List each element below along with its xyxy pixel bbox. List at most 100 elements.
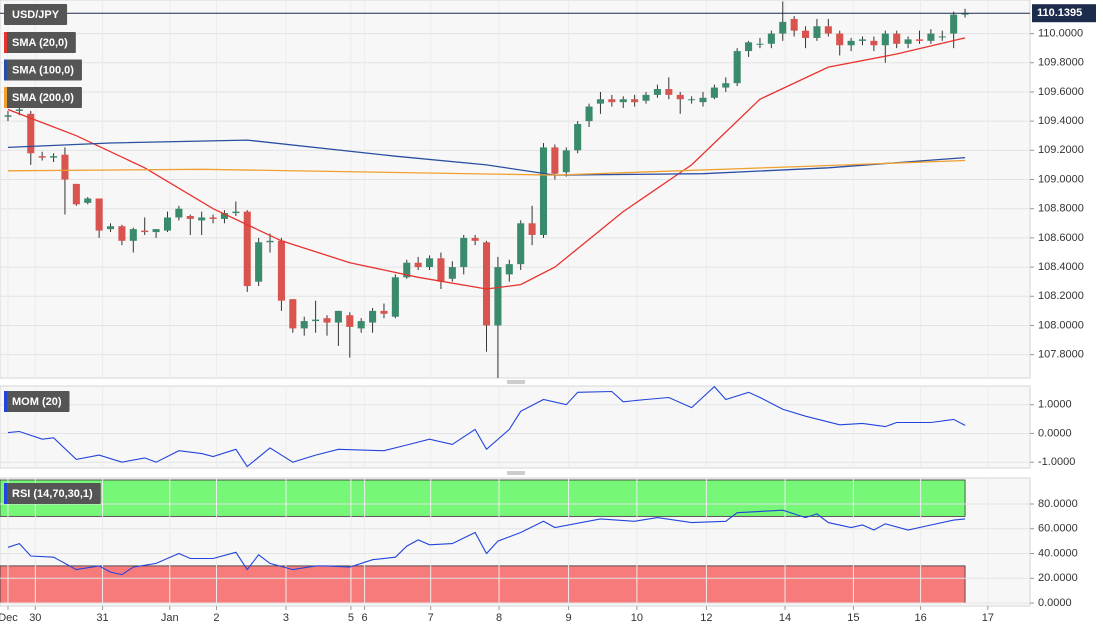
y-tick-label: 0.0000 xyxy=(1038,427,1072,439)
candle-body xyxy=(665,89,673,95)
candle-body xyxy=(357,321,365,329)
candle-body xyxy=(653,89,661,95)
candle-body xyxy=(858,39,867,41)
candle-body xyxy=(779,21,787,34)
candle-body xyxy=(881,33,889,46)
resize-handle[interactable] xyxy=(507,471,525,475)
candle-body xyxy=(938,36,946,38)
legend: RSI (14,70,30,1) xyxy=(4,483,101,504)
x-tick-label: 16 xyxy=(914,612,926,624)
candle-body xyxy=(346,315,354,327)
sma-line xyxy=(7,37,966,290)
legend: USD/JPY SMA (20,0) SMA (100,0) SMA (200,0) xyxy=(4,4,82,108)
legend-box xyxy=(4,59,82,81)
candle-body xyxy=(870,40,878,46)
sma-line xyxy=(7,159,966,176)
legend-label: USD/JPY xyxy=(12,9,60,21)
x-tick-label: 12 xyxy=(700,612,712,624)
candle-body xyxy=(27,113,35,154)
candle-body xyxy=(722,83,730,88)
candle-body xyxy=(585,106,593,122)
candle-body xyxy=(710,87,718,98)
legend-swatch xyxy=(4,59,7,81)
candle-body xyxy=(528,223,536,235)
candle-body xyxy=(61,154,69,180)
candle-body xyxy=(118,226,126,241)
oversold-band xyxy=(0,565,966,604)
candle-body xyxy=(745,42,753,52)
x-tick-label: Jan xyxy=(161,612,179,624)
legend-swatch xyxy=(4,87,7,108)
candle-body xyxy=(893,33,901,44)
last-price-box xyxy=(1032,4,1096,23)
candle-body xyxy=(209,217,217,219)
candle-body xyxy=(494,267,502,326)
candle-body xyxy=(482,242,491,326)
candle-body xyxy=(847,40,855,46)
candle-body xyxy=(767,33,775,44)
candle-body xyxy=(619,99,627,103)
plot-area xyxy=(0,478,1030,606)
candle-body xyxy=(50,156,58,158)
legend-label: SMA (100,0) xyxy=(12,64,74,76)
candle-body xyxy=(437,258,445,282)
sma-line xyxy=(7,139,966,176)
candle-body xyxy=(38,156,46,158)
indicator-line xyxy=(7,509,966,576)
candle-body xyxy=(300,321,308,329)
candle-body xyxy=(186,216,194,219)
candle-body xyxy=(813,26,821,38)
resize-handle[interactable] xyxy=(507,380,525,384)
candle-body xyxy=(15,109,23,111)
candle-body xyxy=(426,258,434,268)
y-tick-label: 109.0000 xyxy=(1038,173,1084,185)
y-tick-label: 108.8000 xyxy=(1038,203,1084,215)
plot-background xyxy=(0,0,1031,379)
candle-body xyxy=(505,264,513,275)
x-tick-label: 15 xyxy=(847,612,859,624)
plot-area xyxy=(0,386,1030,468)
candle-body xyxy=(277,240,285,301)
y-tick-label: 108.6000 xyxy=(1038,232,1084,244)
y-tick-label: 109.4000 xyxy=(1038,115,1084,127)
candle-body xyxy=(676,94,684,100)
candle-body xyxy=(574,124,582,151)
candle-body xyxy=(255,242,263,282)
x-tick-label: Dec xyxy=(0,612,18,624)
x-tick-label: 3 xyxy=(283,612,289,624)
y-tick-label: 40.0000 xyxy=(1038,547,1078,559)
candle-body xyxy=(562,150,570,173)
candle-body xyxy=(323,318,331,323)
candle-body xyxy=(380,310,388,314)
legend-label: MOM (20) xyxy=(12,396,62,408)
candle-body xyxy=(175,208,183,218)
x-tick-label: 10 xyxy=(631,612,643,624)
candle-body xyxy=(596,99,604,104)
candle-body xyxy=(961,13,969,15)
indicator-line xyxy=(7,386,966,468)
x-tick-label: 30 xyxy=(29,612,41,624)
candle-body xyxy=(448,267,456,279)
candle-body xyxy=(642,94,650,101)
candle-body xyxy=(369,310,377,323)
candle-body xyxy=(163,217,172,231)
y-tick-label: 108.2000 xyxy=(1038,290,1084,302)
candle-body xyxy=(72,183,80,205)
candle-body xyxy=(950,14,958,34)
candle-body xyxy=(232,211,240,214)
y-tick-label: 108.4000 xyxy=(1038,261,1084,273)
legend-box xyxy=(4,32,76,53)
candle-body xyxy=(141,230,149,233)
x-tick-label: 8 xyxy=(496,612,502,624)
candle-body xyxy=(460,237,468,268)
candle-body xyxy=(608,99,616,103)
candle-body xyxy=(391,277,399,317)
y-tick-label: 108.0000 xyxy=(1038,319,1084,331)
candle-body xyxy=(688,99,696,101)
x-tick-label: 31 xyxy=(96,612,108,624)
candle-body xyxy=(790,18,798,31)
y-tick-label: 109.6000 xyxy=(1038,86,1084,98)
candle-body xyxy=(824,26,832,34)
candle-body xyxy=(904,39,912,44)
